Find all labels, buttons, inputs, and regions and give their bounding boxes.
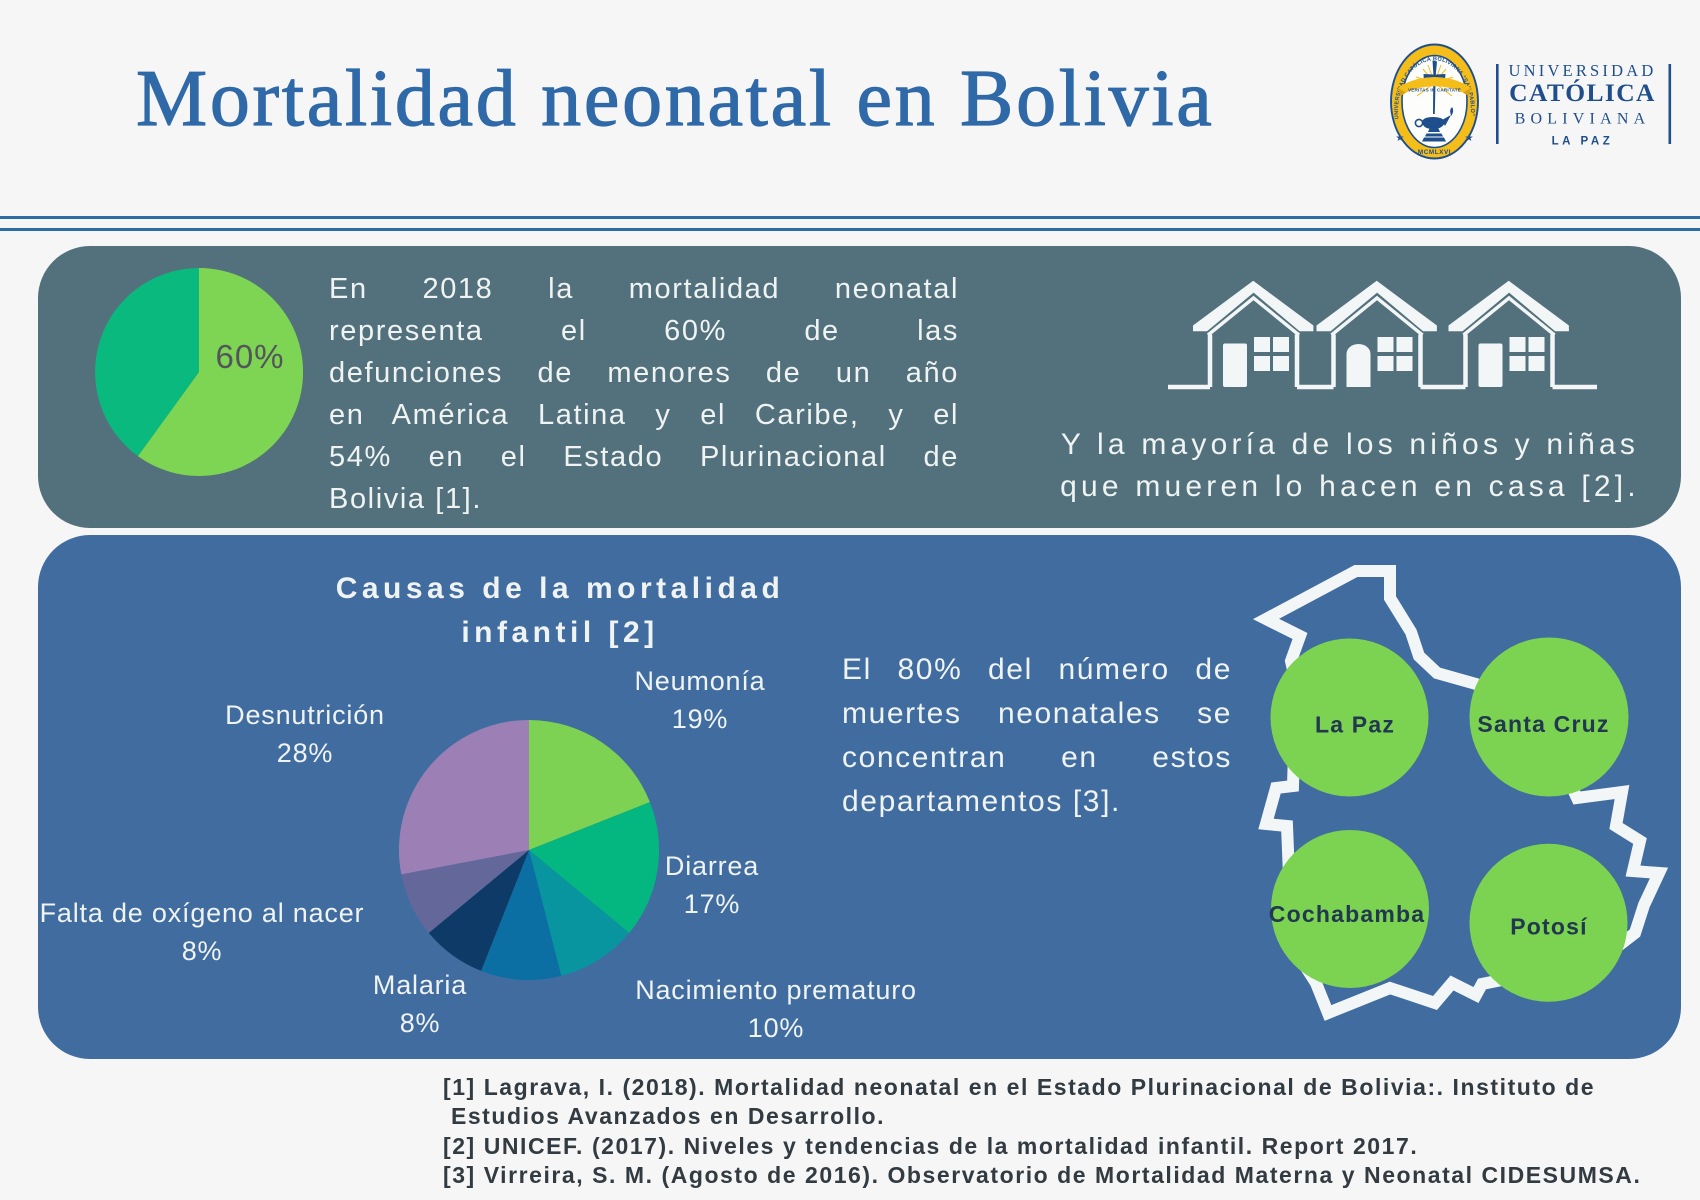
svg-text:BOLIVIANA: BOLIVIANA — [1515, 111, 1651, 128]
svg-text:La Paz: La Paz — [1315, 712, 1395, 738]
svg-text:★: ★ — [1396, 133, 1405, 144]
svg-text:MCMLXVI: MCMLXVI — [1418, 149, 1451, 156]
svg-text:Santa Cruz: Santa Cruz — [1477, 711, 1609, 737]
svg-text:LA PAZ: LA PAZ — [1552, 136, 1614, 148]
svg-text:60%: 60% — [215, 338, 284, 375]
svg-text:★: ★ — [1465, 133, 1474, 144]
svg-text:UNIVERSIDAD: UNIVERSIDAD — [1509, 61, 1657, 80]
svg-text:CATÓLICA: CATÓLICA — [1509, 78, 1656, 107]
svg-text:Cochabamba: Cochabamba — [1269, 901, 1425, 927]
svg-text:Potosí: Potosí — [1510, 914, 1588, 940]
svg-text:VERITAS IN CARITATE: VERITAS IN CARITATE — [1408, 88, 1461, 93]
